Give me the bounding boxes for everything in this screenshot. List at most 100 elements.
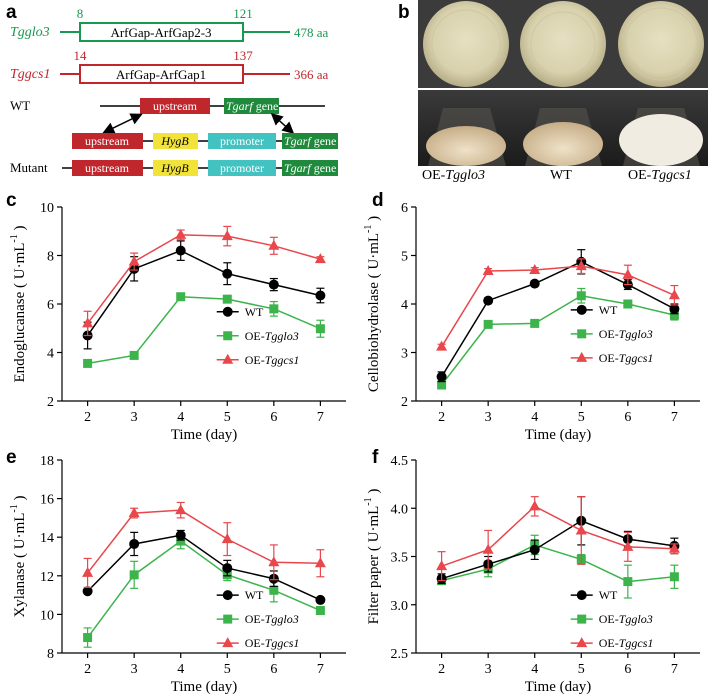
legend-entry: OE-Tggcs1 [570, 351, 653, 365]
series-square [83, 532, 325, 648]
y-axis-label: Xylanase ( U·mL-1 ) [9, 495, 28, 617]
y-tick-label: 12 [40, 570, 54, 585]
protein-name-tggcs1: Tggcs1 [10, 67, 50, 82]
legend-entry: WT [216, 305, 264, 319]
legend-marker [576, 637, 588, 648]
y-axis-label: Endoglucanase ( U·mL-1 ) [9, 225, 28, 382]
x-tick-label: 5 [224, 410, 231, 425]
data-point [222, 563, 233, 574]
series-line [440, 265, 675, 348]
data-point [436, 340, 448, 351]
domain-start-tgglo3: 8 [77, 6, 84, 21]
data-point [314, 253, 326, 264]
mutant-upstream-label: upstream [85, 161, 130, 175]
x-tick-label: 6 [624, 662, 631, 677]
y-axis-label: Filter paper ( U·mL-1 ) [363, 489, 382, 625]
construct-promoter-label: promoter [220, 134, 264, 148]
x-tick-label: 4 [177, 662, 184, 677]
legend-entry: OE-Tggcs1 [570, 636, 653, 650]
series-square [83, 292, 325, 368]
legend-label: OE-Tggcs1 [245, 353, 300, 367]
x-tick-label: 3 [131, 410, 138, 425]
data-point [315, 606, 325, 616]
data-point [175, 245, 186, 256]
data-point [176, 292, 186, 302]
y-tick-label: 16 [40, 493, 54, 508]
data-point [129, 538, 140, 549]
data-point [623, 577, 633, 587]
x-tick-label: 7 [317, 662, 324, 677]
wt-gene-label: Tgarf gene [226, 99, 278, 113]
series-line [441, 544, 675, 583]
panel-letter-a: a [6, 2, 17, 23]
construct-upstream-block [72, 133, 143, 149]
wt-upstream-label: upstream [153, 99, 198, 113]
y-tick-label: 3.5 [391, 551, 409, 566]
mutant-locus-label: Mutant [10, 160, 48, 175]
x-tick-label: 4 [531, 410, 538, 425]
y-tick-label: 14 [40, 531, 54, 546]
chart-endoglucanase: 2 4 6 8 10 2 3 4 5 6 7 Time (day) Endoglucanase ( U·… [9, 201, 346, 443]
y-tick-label: 8 [47, 250, 54, 265]
legend-marker [576, 304, 587, 315]
data-point [483, 295, 494, 306]
gene-schematic: Tgglo3 ArfGap-ArfGap2-3 8 121 478 aa Tgg… [10, 6, 338, 176]
data-point [668, 289, 680, 300]
legend-marker [223, 614, 233, 624]
domain-end-tgglo3: 121 [233, 6, 253, 21]
construct-hygb-block [153, 133, 198, 149]
photo-label-oe-tggcs1: OE-Tggcs1 [628, 168, 692, 183]
series-square [437, 534, 679, 599]
series-circle [436, 496, 680, 585]
data-point [436, 560, 448, 571]
x-tick-label: 3 [485, 410, 492, 425]
data-point [268, 239, 280, 250]
legend-entry: OE-Tgglo3 [570, 327, 653, 341]
chart-xylanase: 8 10 12 14 16 18 2 3 4 5 6 7 Time (day) Xylanase ( U·… [9, 454, 346, 695]
data-point [269, 304, 279, 314]
series-square [437, 287, 679, 390]
data-point [314, 557, 326, 568]
panel-letter-b: b [398, 2, 410, 23]
flask-oe-tgglo3 [426, 126, 506, 166]
legend-marker [222, 353, 234, 364]
series-line [441, 505, 675, 567]
data-point [129, 570, 139, 580]
data-point [669, 572, 679, 582]
construct-gene-block [282, 133, 338, 149]
y-tick-label: 4.0 [391, 502, 409, 517]
panel-letter-c: c [6, 190, 17, 211]
legend-entry: OE-Tggcs1 [216, 636, 299, 650]
y-tick-label: 3 [401, 347, 408, 362]
plate-oe-tggcs1 [618, 1, 704, 87]
plate-oe-tgglo3 [423, 1, 509, 87]
series-line [87, 509, 321, 574]
series-triangle [82, 225, 326, 337]
legend-label: WT [245, 305, 264, 319]
data-point [268, 279, 279, 290]
x-tick-label: 7 [671, 662, 678, 677]
x-tick-label: 4 [177, 410, 184, 425]
x-axis-label: Time (day) [525, 679, 592, 695]
series-triangle [436, 496, 680, 582]
x-tick-label: 2 [84, 410, 91, 425]
data-point [128, 255, 140, 266]
y-tick-label: 2.5 [391, 647, 409, 662]
data-point [482, 543, 494, 554]
legend-entry: WT [570, 588, 618, 602]
protein-length-tggcs1: 366 aa [294, 67, 329, 82]
data-point [529, 278, 540, 289]
y-tick-label: 5 [401, 250, 408, 265]
data-point [82, 317, 94, 328]
legend-entry: OE-Tggcs1 [216, 353, 300, 367]
legend-label: OE-Tgglo3 [245, 329, 299, 343]
series-line [87, 234, 321, 324]
legend-entry: WT [570, 303, 618, 317]
data-point [529, 264, 541, 275]
data-point [575, 260, 587, 271]
data-point [530, 318, 540, 328]
data-point [82, 566, 94, 577]
y-tick-label: 18 [40, 454, 54, 469]
y-tick-label: 6 [401, 201, 408, 216]
photo-label-wt: WT [550, 168, 572, 183]
